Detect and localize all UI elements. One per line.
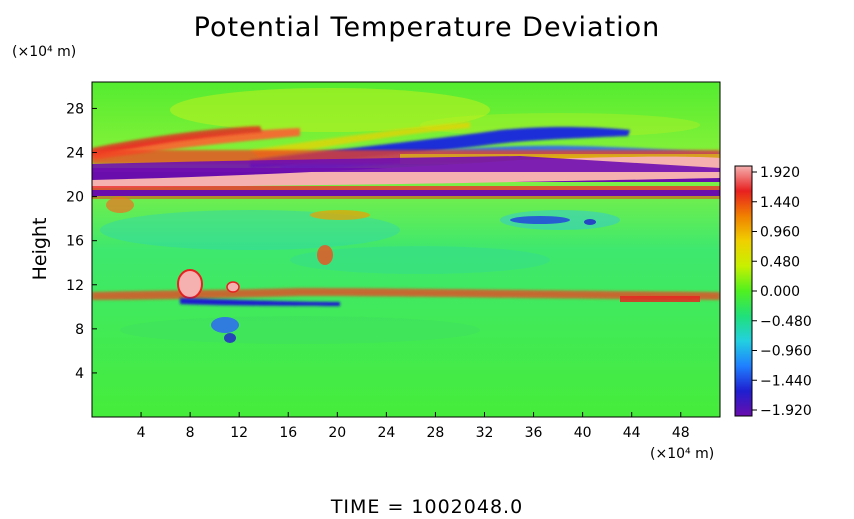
y-tick-label: 28 — [66, 101, 84, 117]
colorbar-scale — [734, 165, 753, 417]
cold-cell — [510, 216, 570, 224]
plot-frame — [91, 81, 721, 418]
y-tick-label: 12 — [66, 278, 84, 294]
colorbar-tick-label: −1.440 — [760, 373, 812, 389]
upper-warm-region — [420, 113, 700, 137]
heatmap-field — [92, 82, 720, 417]
colorbar-tick-label: 1.440 — [760, 195, 800, 211]
y-tick-label: 4 — [75, 366, 84, 382]
cold-band — [92, 190, 720, 196]
y-tick-label: 8 — [75, 322, 84, 338]
x-tick-label: 4 — [137, 425, 146, 441]
colorbar-tick-label: 1.920 — [760, 165, 800, 181]
x-tick-label: 28 — [427, 425, 445, 441]
upper-warm-region — [170, 88, 490, 132]
x-tick-label: 32 — [476, 425, 494, 441]
y-tick-label: 24 — [66, 146, 84, 162]
x-tick-label: 48 — [672, 425, 690, 441]
cold-cell — [211, 317, 239, 333]
x-tick-label: 12 — [230, 425, 248, 441]
y-axis: 4 8 12 16 20 24 28 — [66, 101, 97, 382]
cold-cell — [224, 333, 236, 343]
warm-streak — [250, 122, 470, 158]
y-tick-label: 20 — [66, 190, 84, 206]
x-tick-label: 40 — [574, 425, 592, 441]
warm-band-edge — [92, 186, 720, 192]
colorbar: 1.920 1.440 0.960 0.480 0.000 −0.480 −0.960 −1.… — [734, 165, 812, 419]
warm-cell — [226, 281, 240, 293]
cool-patch — [100, 210, 400, 250]
warm-streak — [92, 126, 262, 156]
warm-cell — [317, 245, 333, 265]
x-tick-label: 20 — [328, 425, 346, 441]
cold-band — [92, 156, 720, 172]
x-axis: 4 8 12 16 20 24 28 32 36 40 44 48 — [137, 412, 690, 441]
colorbar-tick-label: 0.480 — [760, 254, 800, 270]
y-tick-label: 16 — [66, 234, 84, 250]
x-tick-label: 36 — [525, 425, 543, 441]
warm-layer — [92, 288, 720, 300]
x-tick-label: 24 — [377, 425, 395, 441]
cool-patch — [290, 246, 550, 274]
cool-patch — [120, 316, 480, 344]
warm-layer — [620, 296, 700, 302]
colorbar-tick-label: 0.960 — [760, 225, 800, 241]
warm-cell — [177, 269, 203, 299]
warm-cell — [310, 210, 370, 220]
x-tick-label: 44 — [623, 425, 641, 441]
warm-cell — [106, 197, 134, 213]
x-tick-label: 16 — [279, 425, 297, 441]
time-label: TIME = 1002048.0 — [330, 496, 524, 518]
cold-layer — [180, 298, 340, 306]
x-axis-unit: (×10⁴ m) — [650, 446, 715, 462]
colorbar-tick-label: 0.000 — [760, 284, 800, 300]
x-tick-label: 8 — [186, 425, 195, 441]
y-axis-unit: (×10⁴ m) — [12, 44, 77, 60]
colorbar-tick-label: −1.920 — [760, 403, 812, 419]
warm-band-edge — [92, 196, 720, 199]
chart-title: Potential Temperature Deviation — [193, 12, 661, 43]
colorbar-tick-label: −0.480 — [760, 314, 812, 330]
colorbar-tick-label: −0.960 — [760, 344, 812, 360]
cold-cell — [584, 219, 596, 225]
